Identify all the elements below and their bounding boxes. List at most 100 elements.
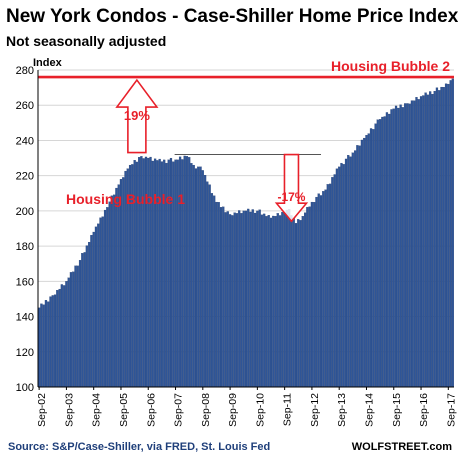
bar [365,135,368,388]
bar [285,209,289,388]
bar [224,212,227,388]
bubble2-label: Housing Bubble 2 [331,58,450,74]
bar [99,217,102,388]
bar [440,86,443,388]
drop-label: -17% [277,190,305,204]
bar [317,193,320,388]
bar [374,123,377,388]
bar [408,103,411,388]
bar [331,177,334,388]
bar [60,284,63,388]
bar [429,91,432,388]
bar [115,187,118,388]
bar [303,212,307,388]
bar [101,216,104,388]
bar [276,213,279,388]
bar [263,213,266,388]
x-tick-label: Sep-14 [363,393,375,427]
bar [410,100,414,388]
bar [97,223,100,388]
bar [394,105,398,388]
bar [426,94,429,388]
x-tick-label: Sep-03 [63,393,75,427]
bar [413,100,416,388]
bar [342,164,345,388]
bar [292,217,295,388]
y-tick-label: 240 [16,135,34,147]
bar [260,214,264,388]
bar [308,206,311,388]
bar [215,201,218,388]
bar [85,245,88,388]
bar [299,220,302,388]
bar [360,139,364,388]
bar [88,241,91,388]
bar [65,281,68,388]
bar [201,170,204,388]
axes: 100 120 140 160 180 200 220 240 260 280 Sep-02 Sep-… [16,65,458,427]
x-tick-label: Sep-04 [91,393,103,427]
bar [431,94,434,388]
bar [251,209,254,388]
bar [390,109,393,388]
bar [376,119,379,388]
y-tick-label: 260 [16,100,34,112]
bar [256,210,259,388]
bar [399,104,402,388]
bar [310,201,314,388]
bar [283,212,286,388]
bar [210,193,214,388]
bar [72,271,75,388]
bar [199,166,202,388]
y-axis-label: Index [33,57,63,69]
bar [83,252,86,388]
bar [419,96,423,388]
bar [74,265,77,388]
bar [56,290,59,388]
x-tick-label: Sep-16 [418,393,430,427]
bar [76,265,79,388]
y-tick-label: 220 [16,171,34,183]
bar [42,304,45,388]
bar [233,212,236,388]
rise-label: 19% [124,108,150,123]
bar [278,215,282,388]
bar [385,112,389,388]
bar [363,137,366,388]
bar [438,90,441,388]
bar [319,195,323,388]
source-note: Source: S&P/Case-Shiller, via FRED, St. … [8,441,270,453]
bar [417,99,420,388]
x-tick-label: Sep-15 [391,393,403,427]
bar [313,202,316,388]
bar [110,195,113,388]
bar [269,217,273,388]
bar [197,166,200,388]
x-tick-label: Sep-02 [36,393,48,427]
bar [290,215,293,388]
x-tick-label: Sep-09 [227,393,239,427]
bar [351,152,354,388]
bar [192,164,195,388]
bar [301,216,304,388]
y-tick-label: 160 [16,276,34,288]
bar [333,174,336,388]
bar [444,83,448,388]
bar [265,216,268,388]
bar [344,158,348,388]
bar [253,212,257,388]
x-tick-label: Sep-05 [118,393,130,427]
bar [208,184,211,388]
bar [258,209,261,388]
bar [435,87,439,388]
y-tick-label: 100 [16,382,34,394]
bar [206,181,209,388]
bar [340,162,343,388]
x-tick-label: Sep-08 [200,393,212,427]
bar [185,156,189,388]
bar [328,183,332,388]
bar [247,208,250,388]
y-tick-label: 280 [16,65,34,77]
bar [424,92,427,388]
